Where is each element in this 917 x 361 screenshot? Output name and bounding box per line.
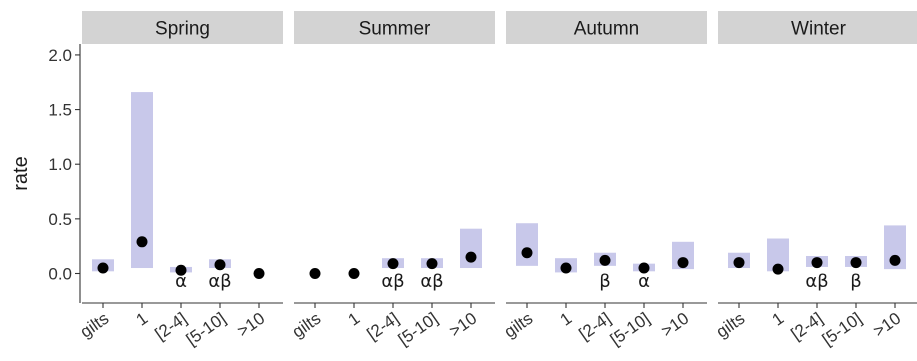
panel-summer: gilts 1 αβ [2-4] αβ [5-10] >10 [289,228,495,350]
estimate-point [599,254,611,266]
interval-bar [131,92,153,269]
facet-strip-spring: Spring [82,11,283,44]
facet-strip-label: Winter [791,19,847,40]
estimate-point [214,259,226,271]
x-tick-label: >10 [446,309,481,341]
x-tick-label: [5-10] [395,309,442,350]
interval-bar [516,223,538,266]
estimate-point [175,264,187,276]
significance-label: αβ [420,271,443,292]
facet-strip-label: Summer [359,19,431,40]
x-tick-label: 1 [345,309,364,330]
significance-label: β [599,271,611,292]
estimate-point [465,251,477,263]
estimate-point [521,247,533,259]
x-tick-label: gilts [713,309,749,342]
interval-bar [672,241,694,270]
x-tick-label: [2-4] [152,309,191,344]
y-tick-label: 1.0 [48,155,72,174]
x-tick-label: [5-10] [819,309,866,350]
significance-label: α [638,271,650,292]
facet-strip-autumn: Autumn [506,11,707,44]
y-tick-label: 0.5 [48,210,72,229]
estimate-point [387,258,399,270]
estimate-point [850,257,862,269]
estimate-point [348,267,360,279]
interval-bar [460,228,482,269]
significance-label: αβ [381,271,404,292]
x-tick-label: [2-4] [576,309,615,344]
facet-strip-label: Spring [155,19,210,40]
estimate-point [733,257,745,269]
x-tick-label: >10 [658,309,693,341]
x-tick-label: gilts [77,309,113,342]
x-tick-label: 1 [133,309,152,330]
x-tick-label: [2-4] [364,309,403,344]
significance-label: αβ [208,271,231,292]
y-axis: 0.0 0.5 1.0 1.5 2.0 [48,44,81,303]
facet-strip-winter: Winter [718,11,917,44]
x-tick-label: [2-4] [788,309,827,344]
panel-winter: gilts 1 αβ [2-4] β [5-10] >10 [713,225,917,349]
estimate-point [97,262,109,274]
x-tick-label: [5-10] [183,309,230,350]
estimate-point [426,258,438,270]
facet-strip-background [506,11,707,44]
facet-panels: gilts 1α[2-4]αβ[5-10] >10 gilts 1αβ[2-4]αβ[5… [77,92,917,349]
facet-strip-background [82,11,283,44]
significance-label: α [175,271,187,292]
x-tick-label: 1 [557,309,576,330]
y-tick-label: 1.5 [48,101,72,120]
y-axis-title: rate [10,156,32,190]
estimate-point [811,257,823,269]
facet-strip-background [294,11,495,44]
facet-strip-label: Autumn [574,19,639,40]
x-tick-label: [5-10] [607,309,654,350]
estimate-point [677,257,689,269]
interval-bar [767,238,789,272]
estimate-point [889,254,901,266]
significance-label: β [850,271,862,292]
panel-autumn: gilts 1 β [2-4] α [5-10] >10 [501,223,707,349]
facet-strips: Spring Summer Autumn Winter [82,11,917,44]
facet-strip-summer: Summer [294,11,495,44]
x-tick-label: >10 [234,309,269,341]
estimate-point [638,262,650,274]
significance-label: αβ [805,271,828,292]
y-tick-label: 0.0 [48,264,72,283]
estimate-point [309,267,321,279]
estimate-point [772,263,784,275]
estimate-point [253,267,265,279]
x-tick-label: gilts [501,309,537,342]
interval-bar [884,225,906,270]
estimate-point [560,262,572,274]
facet-strip-background [718,11,917,44]
x-tick-label: 1 [769,309,788,330]
y-tick-label: 2.0 [48,46,72,65]
x-tick-label: gilts [289,309,325,342]
estimate-point [136,236,148,248]
x-tick-label: >10 [870,309,905,341]
panel-spring: gilts 1 α [2-4] αβ [5-10] >10 [77,92,283,349]
